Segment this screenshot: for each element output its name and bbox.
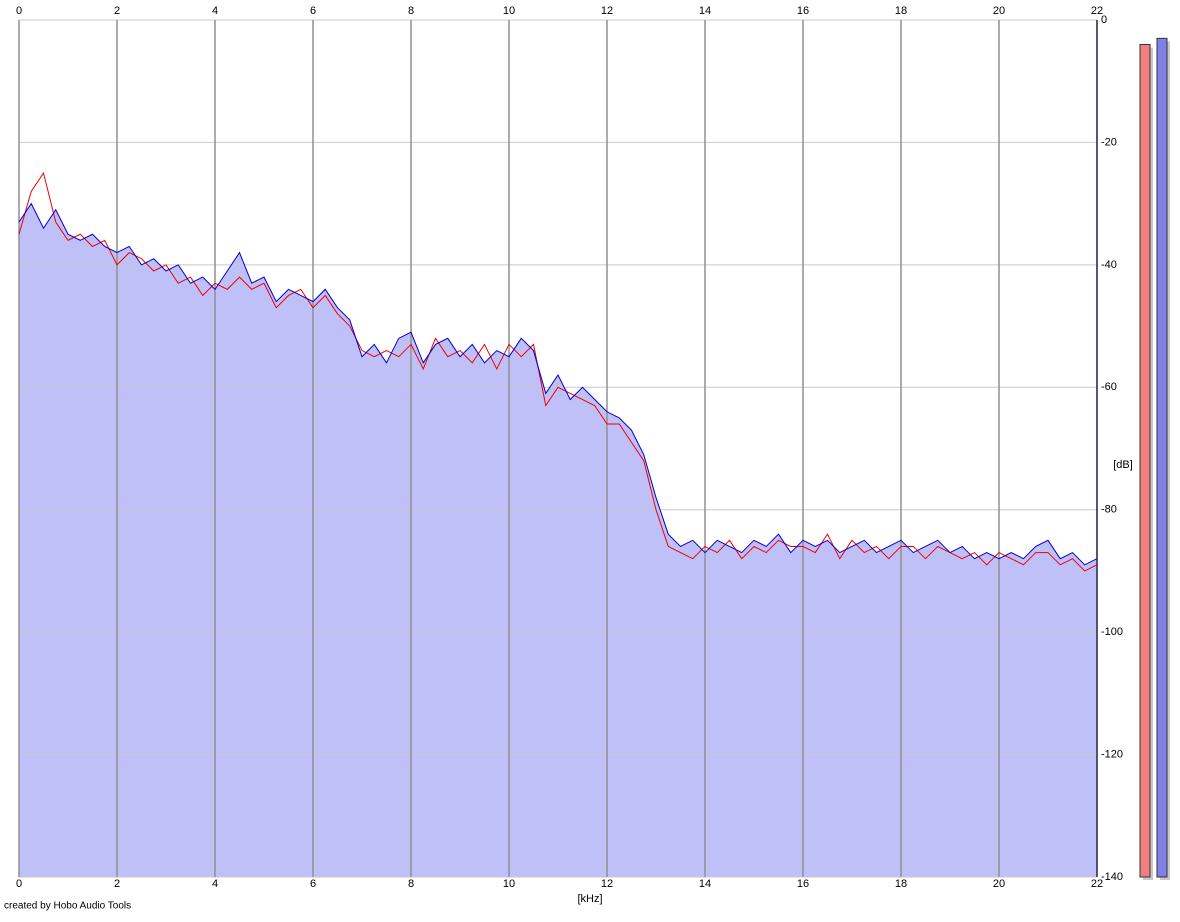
level-bar xyxy=(1156,37,1168,878)
y-axis-label: [dB] xyxy=(1113,459,1133,471)
y-tick-label: -100 xyxy=(1101,626,1123,638)
y-tick-label: 0 xyxy=(1101,14,1107,26)
x-tick-label: 14 xyxy=(699,878,711,890)
x-tick-label: 16 xyxy=(797,878,809,890)
x-tick-label: 12 xyxy=(601,5,613,17)
x-axis-label: [kHz] xyxy=(577,893,602,905)
x-tick-label: 0 xyxy=(16,878,22,890)
x-tick-label: 14 xyxy=(699,5,711,17)
y-tick-label: -60 xyxy=(1101,381,1117,393)
y-tick-label: -40 xyxy=(1101,259,1117,271)
spectrum-fill xyxy=(19,203,1097,878)
x-tick-label: 4 xyxy=(212,5,218,17)
x-tick-label: 20 xyxy=(993,5,1005,17)
y-tick-label: -120 xyxy=(1101,748,1123,760)
y-tick-label: -140 xyxy=(1101,871,1123,883)
level-bar xyxy=(1139,43,1151,878)
x-tick-label: 6 xyxy=(310,878,316,890)
x-tick-label: 20 xyxy=(993,878,1005,890)
spectrum-line xyxy=(18,202,1098,566)
x-tick-label: 6 xyxy=(310,5,316,17)
x-tick-label: 8 xyxy=(408,878,414,890)
x-tick-label: 18 xyxy=(895,878,907,890)
x-tick-label: 10 xyxy=(503,878,515,890)
credit: created by Hobo Audio Tools xyxy=(4,901,131,912)
x-tick-label: 12 xyxy=(601,878,613,890)
x-tick-label: 2 xyxy=(114,878,120,890)
x-tick-label: 8 xyxy=(408,5,414,17)
x-tick-label: 2 xyxy=(114,5,120,17)
x-tick-label: 22 xyxy=(1091,878,1103,890)
x-tick-label: 18 xyxy=(895,5,907,17)
x-tick-label: 22 xyxy=(1091,5,1103,17)
x-tick-label: 0 xyxy=(16,5,22,17)
x-tick-label: 4 xyxy=(212,878,218,890)
y-tick-label: -80 xyxy=(1101,504,1117,516)
y-tick-label: -20 xyxy=(1101,136,1117,148)
x-tick-label: 10 xyxy=(503,5,515,17)
x-tick-label: 16 xyxy=(797,5,809,17)
